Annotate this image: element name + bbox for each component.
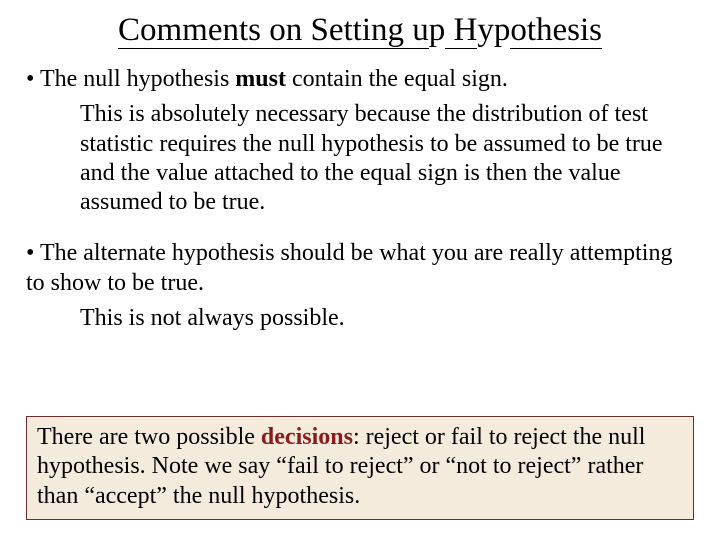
title-part-a: Comments on Setting u bbox=[118, 12, 429, 49]
bullet-1-bold: must bbox=[235, 66, 286, 92]
title-part-c: H bbox=[445, 12, 477, 49]
title-part-e: othesis bbox=[510, 12, 602, 49]
slide-container: Comments on Setting up Hypothesis • The … bbox=[0, 0, 720, 540]
slide-title: Comments on Setting up Hypothesis bbox=[0, 0, 720, 59]
bullet-1-indent: This is absolutely necessary because the… bbox=[80, 100, 674, 217]
bullet-2-indent: This is not always possible. bbox=[80, 304, 674, 333]
bullet-1-text-a: • The null hypothesis bbox=[26, 66, 235, 92]
title-part-d: yp bbox=[477, 12, 510, 48]
note-red: decisions bbox=[261, 424, 353, 450]
note-text-a: There are two possible bbox=[37, 424, 261, 450]
slide-content: • The null hypothesis must contain the e… bbox=[0, 59, 720, 333]
title-part-b: p bbox=[429, 12, 446, 48]
bullet-2: • The alternate hypothesis should be wha… bbox=[26, 239, 694, 298]
note-box: There are two possible decisions: reject… bbox=[26, 416, 694, 520]
bullet-1-text-b: contain the equal sign. bbox=[286, 66, 508, 92]
bullet-1: • The null hypothesis must contain the e… bbox=[26, 65, 694, 94]
